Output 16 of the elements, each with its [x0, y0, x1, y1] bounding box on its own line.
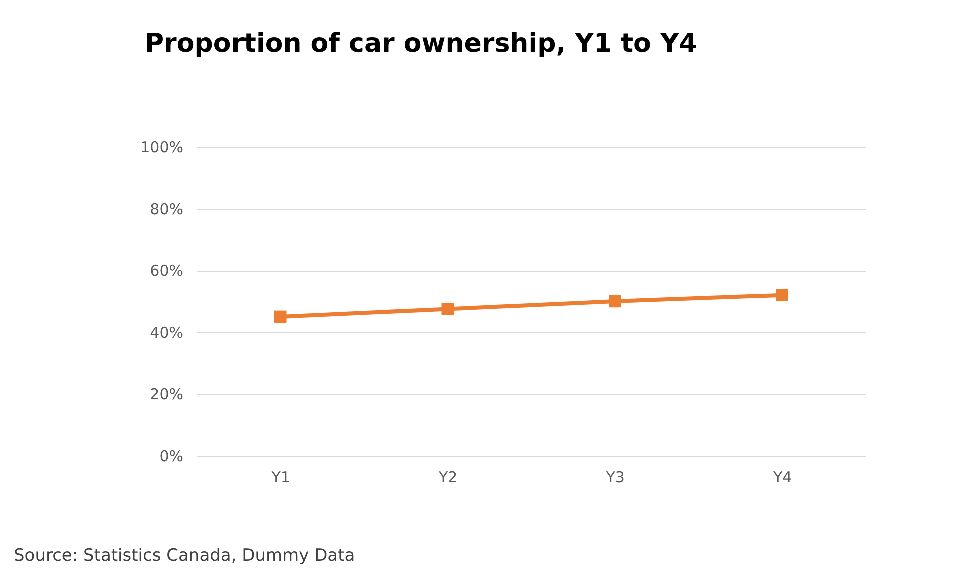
x-tick-label: Y3 — [605, 468, 625, 486]
x-tick-label: Y1 — [270, 468, 290, 486]
y-tick-label: 100% — [140, 138, 184, 156]
x-tick-label: Y4 — [772, 468, 792, 486]
y-tick-label: 60% — [150, 262, 184, 280]
x-tick-label: Y2 — [438, 468, 458, 486]
chart-title: Proportion of car ownership, Y1 to Y4 — [145, 29, 698, 59]
point — [442, 303, 454, 316]
y-tick-label: 80% — [150, 200, 184, 218]
y-tick-label: 20% — [150, 386, 184, 404]
point — [274, 310, 287, 324]
y-tick-label: 0% — [160, 448, 184, 466]
point — [609, 295, 622, 308]
source-note: Source: Statistics Canada, Dummy Data — [14, 546, 356, 566]
y-tick-label: 40% — [150, 324, 184, 342]
point — [776, 289, 788, 302]
